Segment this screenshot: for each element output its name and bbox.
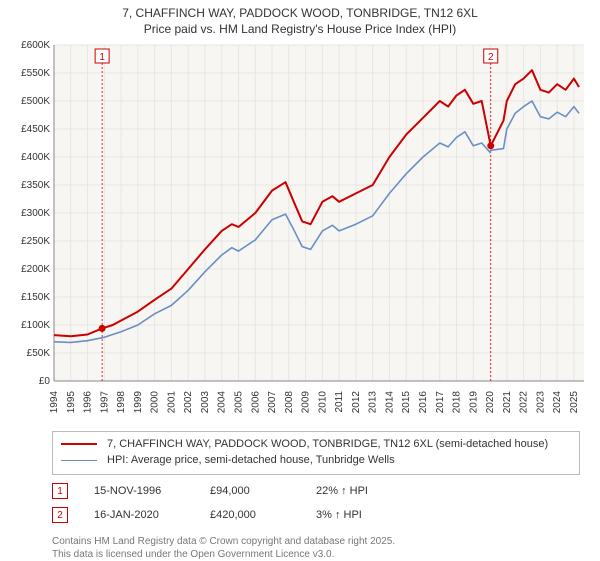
point-delta: 3% ↑ HPI (316, 509, 362, 521)
legend-label: HPI: Average price, semi-detached house,… (107, 454, 395, 466)
svg-text:£100K: £100K (21, 320, 50, 331)
chart-title: 7, CHAFFINCH WAY, PADDOCK WOOD, TONBRIDG… (0, 0, 600, 41)
point-price: £94,000 (210, 485, 290, 497)
point-badge: 1 (52, 483, 68, 499)
transaction-points: 1 15-NOV-1996 £94,000 22% ↑ HPI 2 16-JAN… (52, 479, 580, 527)
title-line-1: 7, CHAFFINCH WAY, PADDOCK WOOD, TONBRIDG… (0, 6, 600, 22)
footer-line-1: Contains HM Land Registry data © Crown c… (52, 535, 580, 548)
point-date: 16-JAN-2020 (94, 509, 184, 521)
point-badge: 2 (52, 507, 68, 523)
svg-text:2000: 2000 (150, 391, 161, 414)
svg-text:2021: 2021 (502, 391, 513, 414)
svg-text:2023: 2023 (535, 391, 546, 414)
svg-text:2010: 2010 (317, 391, 328, 414)
svg-text:2013: 2013 (368, 391, 379, 414)
svg-text:2014: 2014 (384, 391, 395, 414)
attribution: Contains HM Land Registry data © Crown c… (52, 535, 580, 561)
point-delta: 22% ↑ HPI (316, 485, 368, 497)
svg-text:2001: 2001 (166, 391, 177, 414)
svg-text:2007: 2007 (267, 391, 278, 414)
point-row: 1 15-NOV-1996 £94,000 22% ↑ HPI (52, 479, 580, 503)
svg-text:£50K: £50K (27, 348, 51, 359)
svg-text:£400K: £400K (21, 152, 50, 163)
svg-text:£250K: £250K (21, 236, 50, 247)
point-price: £420,000 (210, 509, 290, 521)
svg-text:1996: 1996 (83, 391, 94, 414)
legend-item: 7, CHAFFINCH WAY, PADDOCK WOOD, TONBRIDG… (61, 436, 571, 452)
svg-text:2015: 2015 (401, 391, 412, 414)
legend-swatch (61, 443, 97, 445)
svg-text:2003: 2003 (200, 391, 211, 414)
svg-text:£600K: £600K (21, 41, 50, 51)
point-row: 2 16-JAN-2020 £420,000 3% ↑ HPI (52, 503, 580, 527)
svg-text:1: 1 (99, 52, 105, 63)
svg-text:£200K: £200K (21, 264, 50, 275)
legend-label: 7, CHAFFINCH WAY, PADDOCK WOOD, TONBRIDG… (107, 438, 548, 450)
svg-text:2: 2 (488, 52, 494, 63)
price-chart: £0 £50K £100K £150K £200K £250K £300K £350K £400… (10, 41, 590, 423)
title-line-2: Price paid vs. HM Land Registry's House … (0, 22, 600, 38)
svg-text:2006: 2006 (250, 391, 261, 414)
svg-text:1997: 1997 (99, 391, 110, 414)
svg-text:£150K: £150K (21, 292, 50, 303)
svg-text:2025: 2025 (569, 391, 580, 414)
svg-text:1998: 1998 (116, 391, 127, 414)
svg-text:2020: 2020 (485, 391, 496, 414)
svg-text:2005: 2005 (233, 391, 244, 414)
svg-text:2018: 2018 (452, 391, 463, 414)
svg-text:1999: 1999 (133, 391, 144, 414)
svg-text:2002: 2002 (183, 391, 194, 414)
svg-text:£500K: £500K (21, 96, 50, 107)
svg-text:2022: 2022 (519, 391, 530, 414)
legend-item: HPI: Average price, semi-detached house,… (61, 452, 571, 468)
svg-text:1994: 1994 (49, 391, 60, 414)
svg-text:£450K: £450K (21, 124, 50, 135)
svg-text:£350K: £350K (21, 180, 50, 191)
svg-text:2016: 2016 (418, 391, 429, 414)
footer-line-2: This data is licensed under the Open Gov… (52, 548, 580, 561)
svg-text:2004: 2004 (217, 391, 228, 414)
svg-text:£550K: £550K (21, 68, 50, 79)
svg-text:2012: 2012 (351, 391, 362, 414)
svg-text:2008: 2008 (284, 391, 295, 414)
svg-text:1995: 1995 (66, 391, 77, 414)
chart-svg: £0 £50K £100K £150K £200K £250K £300K £350K £400… (10, 41, 590, 423)
legend-swatch (61, 460, 97, 461)
svg-text:2024: 2024 (552, 391, 563, 414)
svg-text:2019: 2019 (468, 391, 479, 414)
svg-text:£0: £0 (39, 376, 51, 387)
svg-text:2017: 2017 (435, 391, 446, 414)
point-date: 15-NOV-1996 (94, 485, 184, 497)
legend: 7, CHAFFINCH WAY, PADDOCK WOOD, TONBRIDG… (52, 431, 580, 475)
svg-text:2009: 2009 (301, 391, 312, 414)
svg-text:2011: 2011 (334, 391, 345, 413)
svg-text:£300K: £300K (21, 208, 50, 219)
